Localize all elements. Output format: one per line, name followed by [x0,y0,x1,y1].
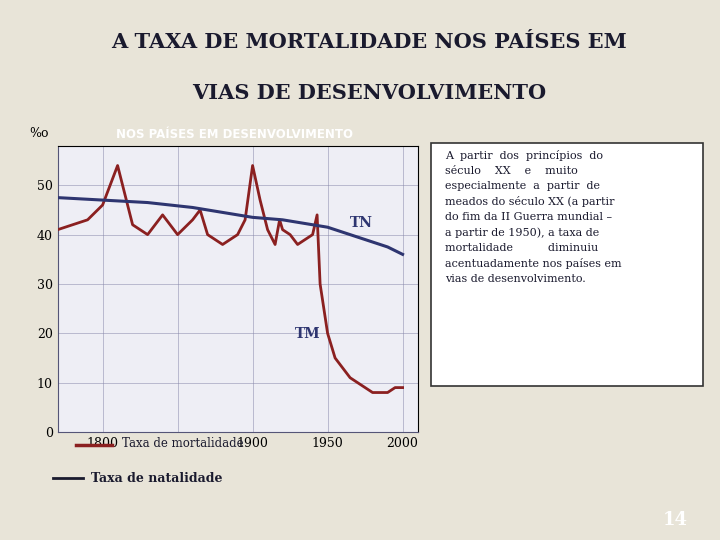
Text: Taxa de mortalidade: Taxa de mortalidade [122,437,244,450]
FancyBboxPatch shape [431,143,703,386]
Text: TM: TM [294,327,320,341]
Text: VIAS DE DESENVOLVIMENTO: VIAS DE DESENVOLVIMENTO [192,83,546,103]
Text: TN: TN [350,216,373,230]
Text: A  partir  dos  princípios  do
século    XX    e    muito
especialmente  a  part: A partir dos princípios do século XX e m… [445,150,621,284]
Text: %o: %o [29,127,48,140]
Text: Taxa de natalidade: Taxa de natalidade [91,472,223,485]
Text: NOS PAÍSES EM DESENVOLVIMENTO: NOS PAÍSES EM DESENVOLVIMENTO [115,129,353,141]
Text: A TAXA DE MORTALIDADE NOS PAÍSES EM: A TAXA DE MORTALIDADE NOS PAÍSES EM [111,31,627,52]
Text: 14: 14 [662,511,688,529]
